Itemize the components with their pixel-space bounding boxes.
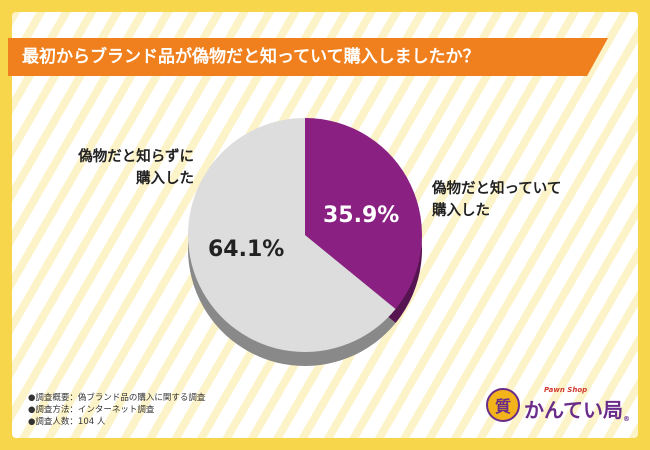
brand-logo: 質 Pawn Shop かんてい局® (486, 384, 636, 430)
label-known: 偽物だと知っていて 購入した (432, 181, 562, 219)
logo-subtitle: Pawn Shop (544, 386, 588, 394)
pie-slice-1 (188, 118, 396, 352)
chart-title: 最初からブランド品が偽物だと知っていて購入しましたか？ (8, 38, 608, 76)
pie-slice-0 (305, 118, 422, 310)
survey-notes: ●調査概要：偽ブランド品の購入に関する調査 ●調査方法：インターネット調査 ●調… (28, 393, 206, 427)
logo-badge: 質 (486, 388, 520, 422)
label-unknown: 偽物だと知らずに 購入した (78, 149, 194, 187)
logo-name: かんてい局® (524, 398, 630, 423)
value-label-unknown: 64.1% (208, 237, 285, 262)
value-label-known: 35.9% (323, 203, 400, 228)
